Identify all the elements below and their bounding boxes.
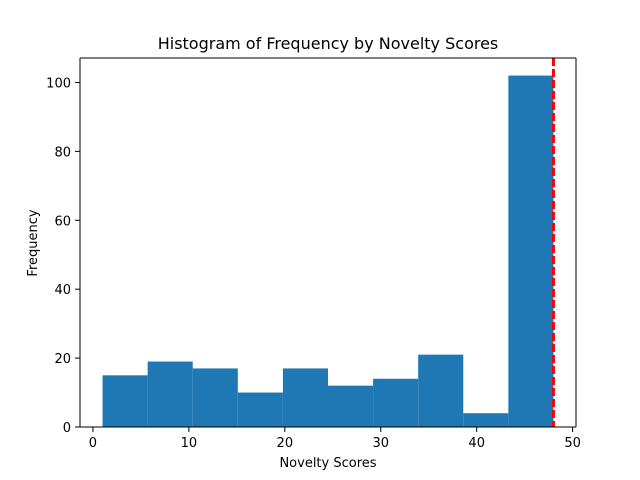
histogram-bar bbox=[328, 385, 374, 427]
bars-layer bbox=[102, 75, 554, 428]
y-tick-label: 20 bbox=[54, 352, 71, 367]
histogram-bar bbox=[102, 375, 148, 427]
y-axis-label: Frequency bbox=[26, 209, 41, 276]
histogram-bar bbox=[508, 75, 554, 428]
histogram-bar bbox=[192, 368, 238, 427]
y-tick-label: 0 bbox=[63, 421, 71, 436]
x-axis-label: Novelty Scores bbox=[279, 456, 376, 471]
x-tick-label: 30 bbox=[372, 436, 389, 451]
x-tick-label: 50 bbox=[564, 436, 581, 451]
x-tick-label: 0 bbox=[89, 436, 97, 451]
x-axis-ticks: 0 10 20 30 40 50 bbox=[89, 427, 581, 451]
y-tick-label: 60 bbox=[54, 214, 71, 229]
x-tick-label: 10 bbox=[181, 436, 198, 451]
y-axis-ticks: 0 20 40 60 80 100 bbox=[46, 76, 80, 436]
histogram-bar bbox=[237, 392, 283, 427]
histogram-bar bbox=[463, 413, 509, 427]
y-tick-label: 80 bbox=[54, 145, 71, 160]
chart-title: Histogram of Frequency by Novelty Scores bbox=[158, 34, 499, 53]
histogram-bar bbox=[418, 354, 464, 427]
y-tick-label: 40 bbox=[54, 283, 71, 298]
x-tick-label: 20 bbox=[277, 436, 294, 451]
histogram-bar bbox=[147, 361, 193, 427]
axes-layer bbox=[79, 57, 577, 428]
histogram-bar bbox=[373, 378, 419, 427]
x-tick-label: 40 bbox=[468, 436, 485, 451]
y-tick-label: 100 bbox=[46, 76, 71, 91]
histogram-bar bbox=[282, 368, 328, 427]
